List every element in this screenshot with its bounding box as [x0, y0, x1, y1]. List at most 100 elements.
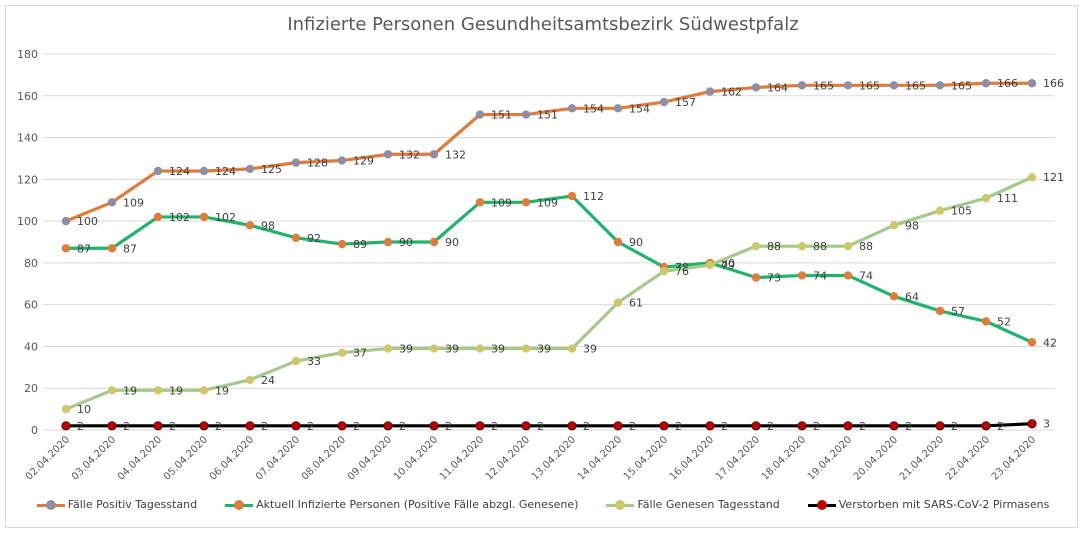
data-point	[153, 421, 163, 431]
x-tick-label: 20.04.2020	[852, 434, 900, 482]
data-label: 2	[813, 420, 820, 433]
x-tick-label: 14.04.2020	[576, 434, 624, 482]
data-label: 92	[307, 232, 321, 245]
data-point	[521, 344, 531, 353]
data-label: 2	[353, 420, 360, 433]
data-point	[383, 150, 393, 159]
data-point	[613, 421, 623, 431]
data-label: 154	[583, 102, 604, 115]
data-label: 2	[169, 420, 176, 433]
data-label: 19	[169, 384, 183, 397]
data-point	[429, 150, 439, 159]
series-line	[66, 422, 1033, 428]
x-tick-label: 06.04.2020	[208, 434, 256, 482]
data-label: 64	[905, 290, 919, 303]
data-label: 2	[445, 420, 452, 433]
data-point	[981, 79, 991, 88]
data-label: 109	[537, 196, 558, 209]
x-tick-label: 04.04.2020	[116, 434, 164, 482]
data-label: 89	[353, 238, 367, 251]
data-point	[751, 273, 761, 282]
y-tick-label: 160	[17, 90, 38, 103]
data-label: 124	[169, 165, 190, 178]
data-label: 10	[77, 403, 91, 416]
data-label: 165	[905, 79, 926, 92]
data-label: 2	[629, 420, 636, 433]
data-point	[199, 212, 209, 222]
data-point	[337, 348, 347, 357]
data-point	[245, 421, 255, 431]
data-point	[889, 221, 899, 230]
data-label: 90	[445, 236, 459, 249]
data-label: 33	[307, 355, 321, 368]
data-point	[659, 421, 669, 431]
data-point	[797, 81, 807, 90]
data-label: 111	[997, 192, 1018, 205]
y-tick-label: 100	[17, 215, 38, 228]
data-point	[61, 404, 71, 414]
data-point	[153, 166, 163, 176]
data-label: 2	[537, 420, 544, 433]
data-point	[567, 344, 577, 353]
data-point	[659, 267, 669, 276]
data-point	[107, 198, 117, 207]
data-point	[199, 166, 209, 176]
data-point	[383, 344, 393, 353]
data-point	[981, 317, 991, 326]
data-label: 2	[997, 420, 1004, 433]
data-point	[107, 386, 117, 395]
data-label: 2	[399, 420, 406, 433]
x-tick-label: 08.04.2020	[300, 434, 348, 482]
data-label: 98	[261, 219, 275, 232]
data-label: 121	[1043, 171, 1064, 184]
x-tick-label: 05.04.2020	[162, 434, 210, 482]
legend: Fälle Positiv Tagesstand Aktuell Infizier…	[0, 498, 1086, 511]
data-point	[935, 81, 945, 90]
data-point	[521, 110, 531, 119]
data-point	[567, 421, 577, 431]
data-label: 2	[905, 420, 912, 433]
data-point	[521, 198, 531, 207]
y-tick-label: 80	[24, 257, 38, 270]
x-tick-label: 11.04.2020	[438, 434, 486, 482]
data-point	[153, 212, 163, 222]
data-label: 37	[353, 347, 367, 360]
data-label: 79	[721, 259, 735, 272]
data-label: 109	[123, 196, 144, 209]
data-label: 2	[675, 420, 682, 433]
data-point	[567, 104, 577, 113]
data-label: 154	[629, 102, 650, 115]
data-label: 52	[997, 315, 1011, 328]
data-label: 24	[261, 374, 275, 387]
data-point	[705, 87, 715, 96]
data-point	[383, 237, 393, 247]
legend-item: Fälle Positiv Tagesstand	[36, 498, 197, 511]
data-point	[567, 191, 577, 201]
data-point	[337, 239, 347, 249]
data-point	[107, 244, 117, 253]
data-point	[751, 241, 761, 251]
x-tick-label: 17.04.2020	[714, 434, 762, 482]
data-point	[291, 233, 301, 243]
data-point	[475, 198, 485, 207]
series-1: 100 109 124 124 125 128 129 132 132 151 151 154 154 1…	[61, 77, 1064, 228]
data-point	[291, 158, 301, 167]
data-point	[291, 421, 301, 431]
series-line	[65, 81, 1032, 223]
legend-swatch	[36, 499, 65, 510]
data-point	[475, 344, 485, 353]
y-tick-label: 140	[17, 132, 38, 145]
data-point	[613, 104, 623, 113]
x-tick-label: 16.04.2020	[668, 434, 716, 482]
x-tick-label: 21.04.2020	[898, 434, 946, 482]
data-label: 166	[1043, 77, 1064, 90]
data-point	[245, 221, 255, 230]
data-point	[981, 421, 991, 431]
y-tick-label: 180	[17, 48, 38, 61]
data-label: 88	[767, 240, 781, 253]
data-label: 124	[215, 165, 236, 178]
x-tick-label: 15.04.2020	[622, 434, 670, 482]
data-label: 125	[261, 163, 282, 176]
data-point	[981, 193, 991, 203]
